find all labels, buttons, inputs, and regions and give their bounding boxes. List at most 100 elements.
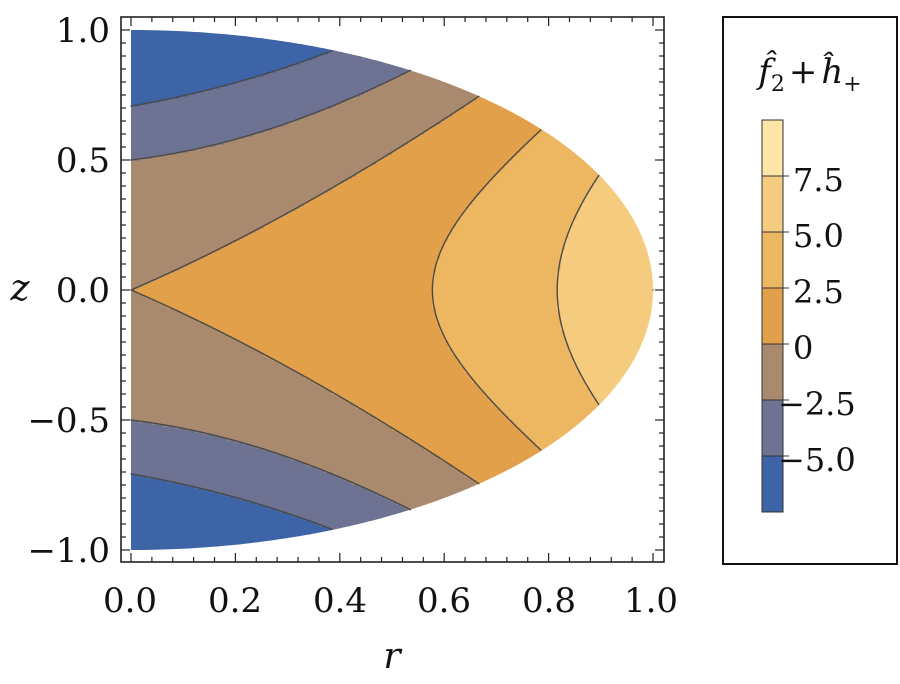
contour-band-cell	[488, 180, 598, 183]
contour-band-cell	[556, 280, 653, 283]
contour-band-cell	[151, 298, 433, 301]
contour-band-cell	[331, 50, 449, 53]
contour-band-cell	[600, 74, 653, 77]
contour-band-cell	[131, 256, 204, 259]
contour-band-cell	[560, 318, 653, 321]
contour-band-cell	[464, 40, 562, 43]
contour-band-cell	[239, 498, 389, 501]
contour-band-cell	[131, 252, 212, 255]
contour-band-cell	[508, 504, 602, 507]
contour-band-cell	[460, 44, 554, 47]
contour-band-cell	[131, 152, 176, 155]
contour-band-cell	[199, 258, 437, 261]
contour-band-cell	[512, 422, 614, 425]
contour-band-cell	[564, 246, 653, 249]
contour-band-cell	[367, 90, 489, 93]
contour-band-cell	[211, 490, 373, 493]
contour-band-cell	[131, 80, 241, 83]
contour-band-cell	[432, 286, 558, 289]
contour-band-cell	[295, 208, 465, 211]
contour-band-cell	[131, 120, 293, 123]
contour-band-cell	[299, 460, 445, 463]
contour-band-cell	[131, 180, 345, 183]
contour-band-cell	[131, 422, 152, 425]
contour-band-cell	[131, 350, 261, 353]
contour-band-cell	[436, 314, 562, 317]
contour-band-cell	[452, 48, 550, 51]
contour-band-cell	[131, 292, 140, 295]
contour-band-cell	[131, 40, 357, 43]
contour-band-cell	[468, 38, 562, 41]
contour-band-cell	[572, 356, 653, 359]
contour-band-cell	[432, 294, 558, 297]
contour-band-cell	[600, 170, 653, 173]
contour-band-cell	[516, 152, 614, 155]
contour-band-cell	[131, 258, 200, 261]
contour-band-cell	[452, 228, 570, 231]
contour-band-cell	[480, 94, 582, 97]
contour-band-cell	[131, 528, 333, 531]
contour-band-cell	[167, 272, 433, 275]
contour-band-cell	[616, 516, 653, 519]
contour-band-cell	[624, 526, 653, 529]
contour-band-cell	[500, 170, 602, 173]
contour-band-cell	[319, 468, 457, 471]
contour-band-cell	[131, 168, 365, 171]
contour-band-cell	[131, 316, 192, 319]
contour-band-cell	[131, 480, 168, 483]
contour-band-cell	[468, 204, 582, 207]
contour-band-cell	[556, 282, 653, 285]
contour-band-cell	[468, 540, 562, 543]
contour-band-cell	[347, 480, 477, 483]
contour-band-cell	[131, 378, 309, 381]
legend-tick-label: 0	[793, 329, 813, 367]
contour-band-cell	[476, 98, 574, 101]
contour-band-cell	[131, 36, 369, 39]
contour-band-cell	[131, 162, 377, 165]
contour-band-cell	[195, 260, 437, 263]
contour-band-cell	[556, 292, 653, 295]
contour-band-cell	[187, 428, 393, 431]
contour-band-cell	[183, 312, 437, 315]
contour-band-cell	[572, 360, 653, 363]
contour-band-cell	[560, 262, 653, 265]
contour-band-cell	[335, 184, 485, 187]
contour-band-cell	[440, 254, 562, 257]
contour-band-cell	[460, 214, 578, 217]
contour-band-cell	[371, 88, 489, 91]
contour-band-cell	[235, 338, 445, 341]
contour-band-cell	[163, 304, 433, 307]
contour-band-cell	[516, 508, 606, 511]
y-tick-labels: 1.0 0.5 0.0 −0.5 −1.0	[27, 11, 110, 571]
contour-band-cell	[480, 32, 570, 35]
contour-fill-layer	[131, 30, 653, 550]
contour-band-cell	[568, 346, 653, 349]
contour-band-cell	[424, 132, 538, 135]
contour-band-cell	[432, 278, 558, 281]
contour-band-cell	[355, 404, 497, 407]
contour-band-cell	[560, 38, 642, 41]
contour-band-cell	[452, 230, 570, 233]
contour-band-cell	[131, 64, 293, 67]
contour-band-cell	[636, 44, 653, 47]
contour-band-cell	[131, 182, 341, 185]
contour-band-cell	[556, 288, 653, 291]
contour-band-cell	[131, 340, 241, 343]
contour-band-cell	[303, 518, 429, 521]
contour-band-cell	[432, 126, 546, 129]
contour-band-cell	[440, 524, 542, 527]
contour-band-cell	[131, 436, 224, 439]
contour-band-cell	[303, 116, 449, 119]
contour-band-cell	[131, 434, 216, 437]
contour-band-cell	[612, 152, 653, 155]
contour-band-cell	[215, 144, 405, 147]
contour-band-cell	[392, 428, 522, 431]
contour-band-cell	[576, 366, 653, 369]
contour-band-cell	[648, 112, 653, 115]
contour-band-cell	[131, 88, 212, 91]
contour-band-cell	[560, 252, 653, 255]
contour-band-cell	[131, 150, 188, 153]
contour-band-cell	[572, 98, 653, 101]
contour-band-cell	[512, 158, 610, 161]
contour-band-cell	[263, 504, 401, 507]
